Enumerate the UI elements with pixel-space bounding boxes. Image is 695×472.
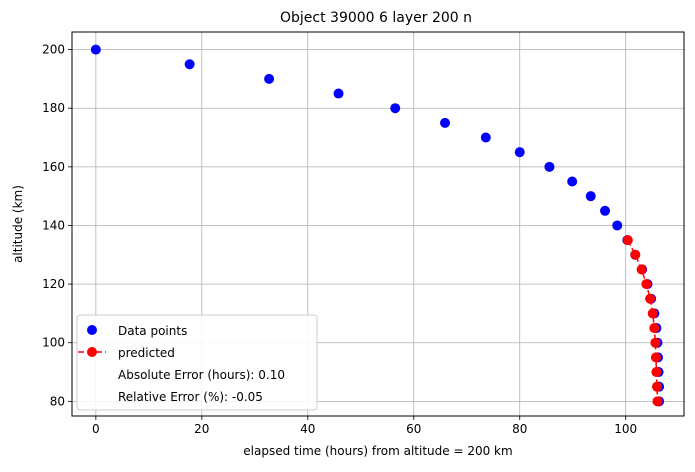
x-tick-label: 100 [614,422,637,436]
data-point [514,147,525,158]
chart-title: Object 39000 6 layer 200 n [280,10,472,26]
data-point [612,220,623,231]
y-tick-label: 200 [42,43,65,57]
legend-absolute-error: Absolute Error (hours): 0.10 [118,368,285,382]
data-point [567,176,578,187]
x-axis-ticks: 0 20 40 60 80 100 [92,416,637,436]
predicted-point [649,323,660,334]
predicted-point [645,293,656,304]
y-tick-label: 80 [50,394,65,408]
legend: Data points predicted Absolute Error (ho… [76,314,318,411]
data-point [585,191,596,202]
grid-lines [72,32,684,416]
data-point [600,205,611,216]
predicted-point [636,264,647,275]
y-axis-ticks: 80 100 120 140 160 180 200 [42,43,72,408]
data-point [264,73,275,84]
x-tick-label: 60 [406,422,421,436]
predicted-point [630,249,641,260]
data-point [333,88,344,99]
predicted-point [647,308,658,319]
series-layer [90,44,665,407]
x-tick-label: 40 [300,422,315,436]
data-point [544,161,555,172]
y-tick-label: 140 [42,218,65,232]
data-point [440,117,451,128]
x-tick-label: 0 [92,422,100,436]
y-tick-label: 100 [42,336,65,350]
predicted-point [650,337,661,348]
legend-relative-error: Relative Error (%): -0.05 [118,390,263,404]
data-point [480,132,491,143]
legend-box [76,314,318,411]
data-point [184,59,195,70]
plot-frame [71,31,685,417]
predicted-point [650,352,661,363]
x-tick-label: 80 [512,422,527,436]
data-point [90,44,101,55]
legend-marker-predicted [87,347,97,357]
predicted-point [622,235,633,246]
predicted-line [627,239,659,402]
predicted-point [651,381,662,392]
predicted-point [651,367,662,378]
data-point [390,103,401,114]
legend-label-data-points: Data points [118,324,187,338]
y-tick-label: 160 [42,160,65,174]
legend-label-predicted: predicted [118,346,175,360]
x-tick-label: 20 [194,422,209,436]
y-tick-label: 120 [42,277,65,291]
predicted-point [652,396,663,407]
predicted-point [641,279,652,290]
y-tick-label: 180 [42,101,65,115]
legend-marker-data-points [87,325,97,335]
y-axis-label: altitude (km) [11,185,25,263]
x-axis-label: elapsed time (hours) from altitude = 200… [243,444,512,458]
